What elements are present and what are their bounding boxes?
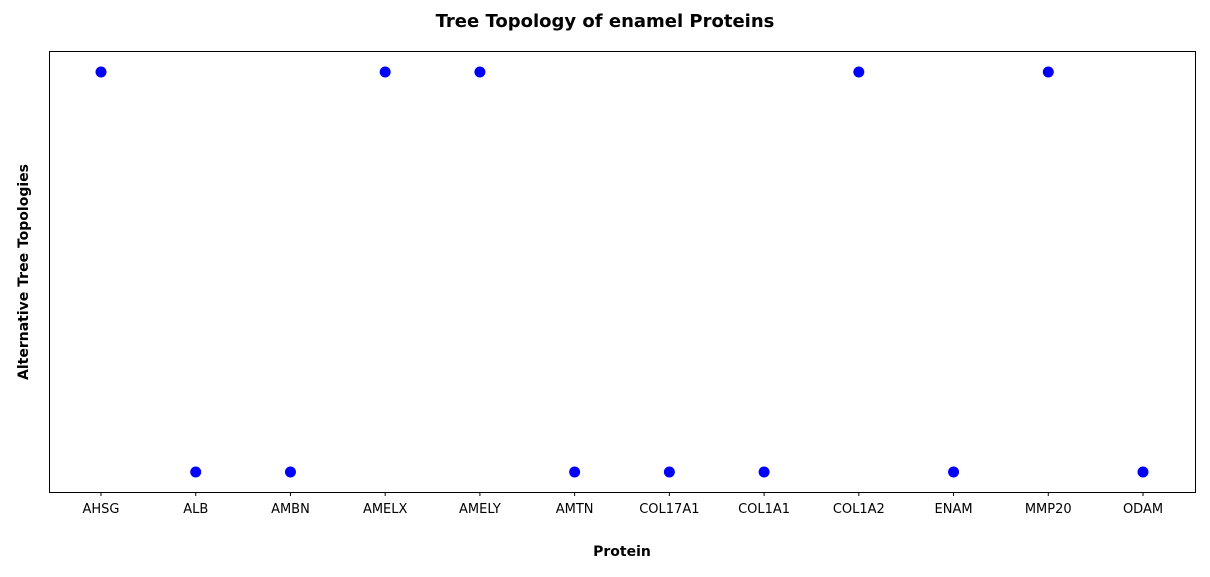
- x-tick-label: AMBN: [271, 502, 310, 517]
- x-tick-label: MMP20: [1025, 502, 1072, 517]
- x-tick-label: ENAM: [935, 502, 973, 517]
- data-point: [190, 466, 202, 478]
- y-axis-label: Alternative Tree Topologies: [16, 164, 32, 380]
- chart-title: Tree Topology of enamel Proteins: [436, 11, 775, 32]
- x-axis-label: Protein: [593, 544, 651, 560]
- x-tick-label: COL17A1: [639, 502, 699, 517]
- data-point: [474, 66, 486, 78]
- data-point: [663, 466, 675, 478]
- x-tick-label: COL1A2: [833, 502, 885, 517]
- data-point: [853, 66, 865, 78]
- x-tick-label: AMTN: [556, 502, 594, 517]
- data-point: [1042, 66, 1054, 78]
- x-tick-label: AMELX: [363, 502, 408, 517]
- x-tick-label: ODAM: [1123, 502, 1163, 517]
- plot-area-frame: [49, 51, 1196, 493]
- x-axis-tick-labels: AHSG ALB AMBN AMELX AMELY AMTN COL17A1 COL1A1 CO…: [83, 502, 1164, 517]
- data-points: [95, 66, 1149, 478]
- data-point: [569, 466, 581, 478]
- data-point: [948, 466, 960, 478]
- x-tick-label: AHSG: [83, 502, 120, 517]
- x-tick-label: ALB: [183, 502, 208, 517]
- x-tick-label: COL1A1: [738, 502, 790, 517]
- data-point: [284, 466, 296, 478]
- data-point: [1137, 466, 1149, 478]
- x-tick-label: AMELY: [459, 502, 501, 517]
- data-point: [758, 466, 770, 478]
- data-point: [379, 66, 391, 78]
- x-axis-ticks: [100, 492, 1144, 496]
- data-point: [95, 66, 107, 78]
